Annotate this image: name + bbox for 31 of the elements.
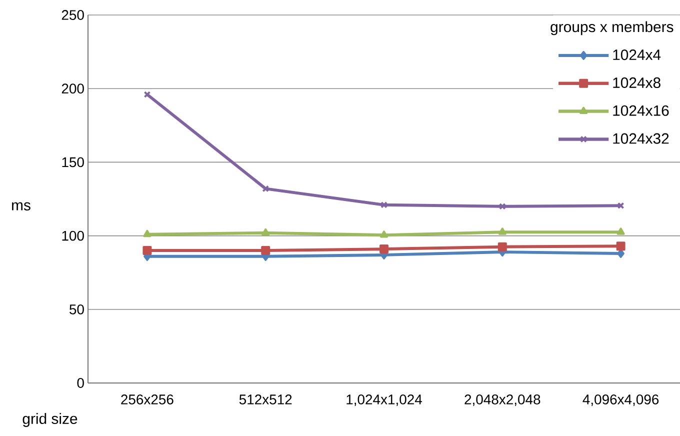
point xyxy=(380,201,388,208)
x-tick-label: 2,048x2,048 xyxy=(464,394,540,406)
point xyxy=(143,230,152,238)
point xyxy=(498,202,506,210)
point xyxy=(616,242,626,251)
point xyxy=(261,246,270,256)
legend-label: 1024x4 xyxy=(613,49,661,60)
y-tick-label: 0 xyxy=(77,378,84,388)
y-tick-label: 200 xyxy=(62,84,84,94)
point xyxy=(498,242,507,252)
point xyxy=(380,230,388,238)
x-tick-label: 512x512 xyxy=(239,394,292,404)
point xyxy=(616,228,625,235)
legend-label: 1024x32 xyxy=(613,133,669,144)
y-axis-title: ms xyxy=(12,202,30,210)
legend-label: 1024x16 xyxy=(613,105,669,116)
y-tick-label: 150 xyxy=(62,157,84,168)
point xyxy=(498,228,506,235)
point xyxy=(380,244,388,254)
x-tick-label: 256x256 xyxy=(121,394,174,404)
legend-label: 1024x8 xyxy=(613,77,660,88)
y-tick-label: 250 xyxy=(62,10,84,20)
x-tick-label: 1,024x1,024 xyxy=(346,394,422,406)
point xyxy=(262,185,270,192)
x-tick-label: 4,096x4,096 xyxy=(582,394,659,406)
point xyxy=(142,246,152,256)
y-tick-label: 100 xyxy=(62,230,84,241)
legend-title: groups x members xyxy=(550,21,674,36)
point xyxy=(262,228,270,236)
y-tick-label: 50 xyxy=(70,304,84,314)
x-axis-title: grid size xyxy=(22,413,78,427)
